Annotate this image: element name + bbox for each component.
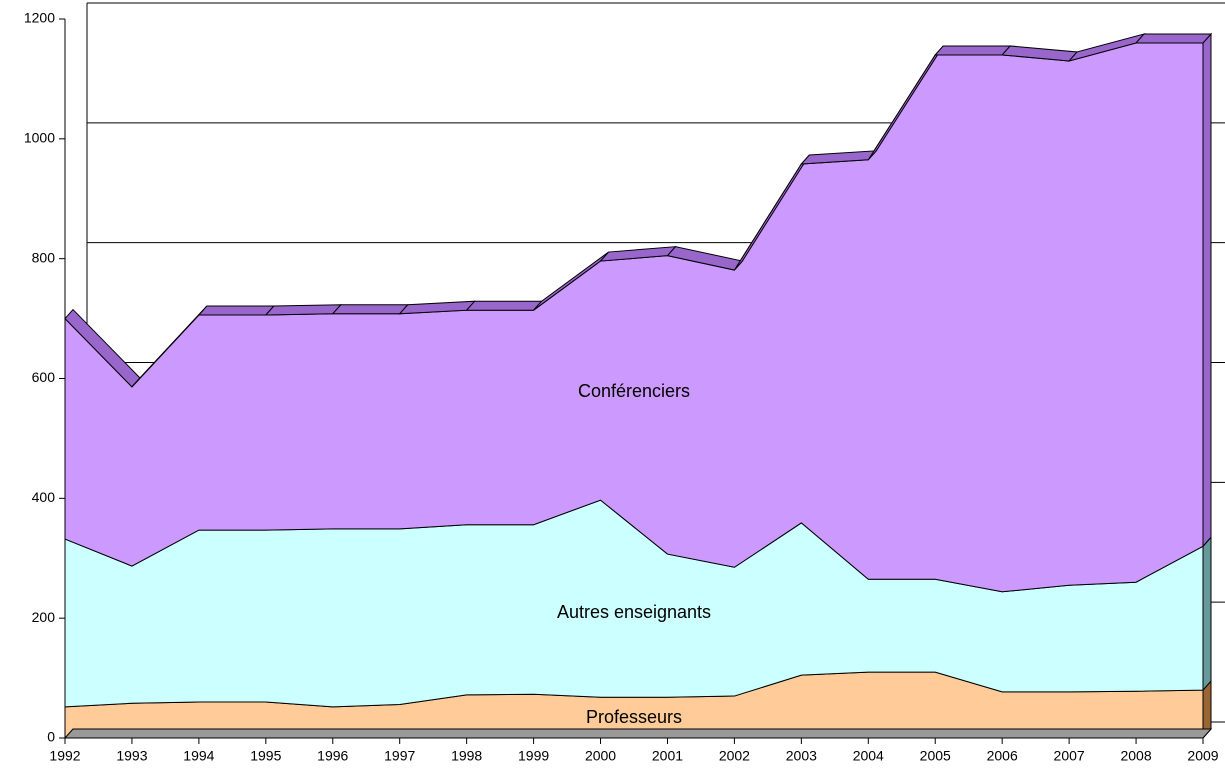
x-tick-label: 2001 <box>652 748 683 764</box>
top-face <box>1134 33 1213 44</box>
y-tick-label: 800 <box>32 249 56 265</box>
top-face <box>331 304 409 315</box>
area <box>64 42 1204 593</box>
series-label: Conférenciers <box>578 381 690 401</box>
side-face <box>1202 32 1212 548</box>
y-tick-label: 1200 <box>24 10 55 26</box>
x-tick-label: 2006 <box>987 748 1018 764</box>
top-face <box>465 300 543 311</box>
floor <box>63 728 1213 739</box>
x-tick-label: 1995 <box>250 748 281 764</box>
x-tick-label: 1999 <box>518 748 549 764</box>
series-label: Autres enseignants <box>557 602 711 622</box>
x-tick-label: 1998 <box>451 748 482 764</box>
y-tick-label: 1000 <box>24 130 55 146</box>
x-tick-label: 1997 <box>384 748 415 764</box>
y-tick-label: 600 <box>32 369 56 385</box>
top-face <box>934 45 1012 56</box>
x-tick-label: 2000 <box>585 748 616 764</box>
x-tick-label: 1993 <box>116 748 147 764</box>
x-tick-label: 1994 <box>183 748 214 764</box>
y-tick-label: 200 <box>32 609 56 625</box>
x-tick-label: 2009 <box>1187 748 1218 764</box>
x-tick-label: 2004 <box>853 748 884 764</box>
top-face <box>264 304 342 316</box>
x-tick-label: 2007 <box>1054 748 1085 764</box>
y-tick-label: 0 <box>47 729 55 745</box>
y-tick-label: 400 <box>32 489 56 505</box>
x-tick-label: 2002 <box>719 748 750 764</box>
x-tick-label: 2005 <box>920 748 951 764</box>
x-tick-label: 1996 <box>317 748 348 764</box>
x-tick-label: 1992 <box>49 748 80 764</box>
x-tick-label: 2008 <box>1120 748 1151 764</box>
x-tick-label: 2003 <box>786 748 817 764</box>
side-face <box>1202 535 1212 692</box>
series-label: Professeurs <box>586 707 682 727</box>
top-face <box>197 305 275 316</box>
